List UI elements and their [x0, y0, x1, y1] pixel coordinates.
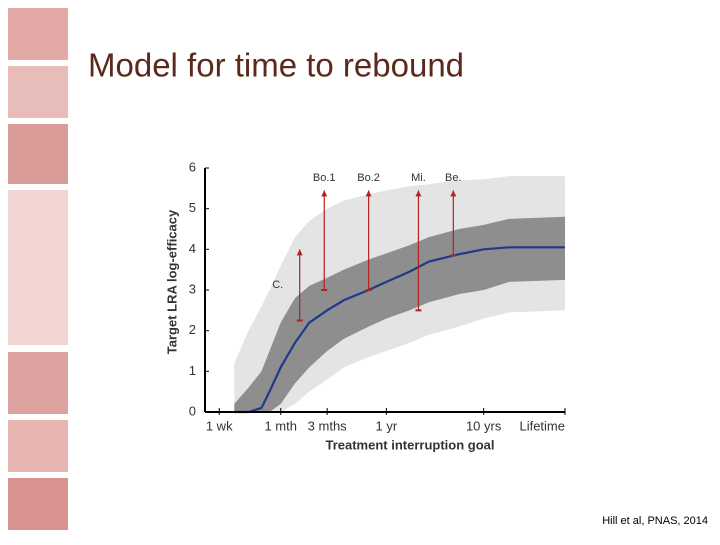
- citation: Hill et al, PNAS, 2014: [602, 515, 708, 527]
- x-axis-title: Treatment interruption goal: [325, 437, 494, 452]
- slide-title: Model for time to rebound: [88, 47, 464, 84]
- y-tick-label: 0: [189, 403, 196, 418]
- x-tick-label: 1 yr: [376, 418, 398, 433]
- decor-tile: [8, 420, 68, 472]
- y-tick-label: 2: [189, 322, 196, 337]
- x-tick-label: Lifetime: [519, 418, 565, 433]
- annotation-label: Be.: [445, 172, 462, 184]
- annotation-label: C.: [272, 279, 283, 291]
- x-tick-label: 1 mth: [264, 418, 297, 433]
- decor-tile: [8, 190, 68, 345]
- y-tick-label: 4: [189, 241, 196, 256]
- x-tick-label: 10 yrs: [466, 418, 502, 433]
- band-area: [234, 216, 566, 412]
- decor-strip: [8, 8, 68, 530]
- decor-tile: [8, 478, 68, 530]
- decor-tile: [8, 124, 68, 184]
- annotation-label: Bo.1: [313, 172, 336, 184]
- x-tick-label: 1 wk: [206, 418, 233, 433]
- annotation-arrow: [296, 249, 303, 256]
- annotation-arrow: [415, 190, 422, 197]
- y-tick-label: 6: [189, 159, 196, 174]
- annotation-label: Mi.: [411, 172, 426, 184]
- y-tick-label: 1: [189, 363, 196, 378]
- annotation-arrow: [450, 190, 457, 197]
- annotation-arrow: [321, 190, 328, 197]
- annotation-arrow: [365, 190, 372, 197]
- decor-tile: [8, 352, 68, 414]
- median-line: [234, 246, 565, 414]
- y-tick-label: 5: [189, 200, 196, 215]
- decor-tile: [8, 66, 68, 118]
- x-tick-label: 3 mths: [308, 418, 348, 433]
- y-axis-title: Target LRA log-efficacy: [164, 209, 179, 354]
- annotation-label: Bo.2: [357, 172, 380, 184]
- decor-tile: [8, 8, 68, 60]
- y-tick-label: 3: [189, 281, 196, 296]
